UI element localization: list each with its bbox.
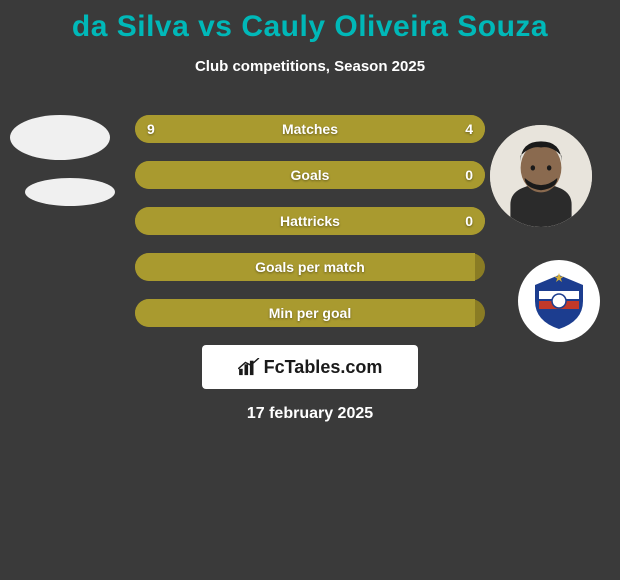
stat-bar: 0 Hattricks bbox=[135, 207, 485, 235]
stat-right-value: 0 bbox=[465, 213, 473, 229]
stat-bar: 0 Goals bbox=[135, 161, 485, 189]
stat-label: Goals per match bbox=[255, 259, 365, 275]
stat-label: Goals bbox=[291, 167, 330, 183]
stat-bar-fill-left bbox=[135, 115, 377, 143]
player-left-club-badge bbox=[25, 178, 115, 206]
player-face-icon bbox=[490, 125, 592, 227]
stat-bar: 9 4 Matches bbox=[135, 115, 485, 143]
branding-label: FcTables.com bbox=[264, 357, 383, 378]
player-right-avatar bbox=[490, 125, 592, 227]
stat-right-value: 0 bbox=[465, 167, 473, 183]
page-title: da Silva vs Cauly Oliveira Souza bbox=[0, 0, 620, 44]
comparison-card: da Silva vs Cauly Oliveira Souza Club co… bbox=[0, 0, 620, 580]
stat-label: Hattricks bbox=[280, 213, 340, 229]
stat-right-value: 4 bbox=[465, 121, 473, 137]
bar-chart-icon bbox=[238, 358, 260, 376]
stat-left-value: 9 bbox=[147, 121, 155, 137]
club-crest-icon bbox=[529, 271, 589, 331]
player-right-club-badge bbox=[518, 260, 600, 342]
subtitle: Club competitions, Season 2025 bbox=[0, 58, 620, 75]
stat-label: Matches bbox=[282, 121, 338, 137]
stat-label: Min per goal bbox=[269, 305, 351, 321]
player-left-avatar bbox=[10, 115, 110, 160]
stat-bar: Min per goal bbox=[135, 299, 485, 327]
stat-bar: Goals per match bbox=[135, 253, 485, 281]
branding-box: FcTables.com bbox=[202, 345, 418, 389]
date-label: 17 february 2025 bbox=[0, 405, 620, 423]
stats-bars: 9 4 Matches 0 Goals 0 Hattricks Goals per match… bbox=[135, 115, 485, 327]
